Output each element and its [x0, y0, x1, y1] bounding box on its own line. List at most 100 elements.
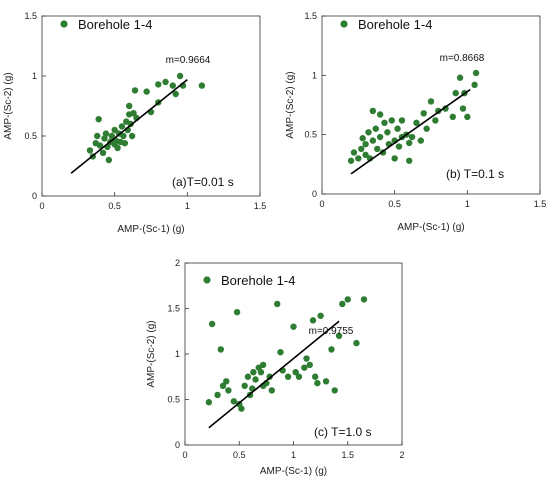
x-tick-label: 1.5 — [534, 199, 547, 209]
x-tick-label: 0.5 — [388, 199, 401, 209]
data-point — [303, 355, 310, 362]
data-point — [309, 317, 317, 324]
data-point — [420, 110, 427, 117]
data-point — [238, 405, 245, 412]
plot-frame — [184, 262, 403, 446]
data-point — [459, 105, 467, 112]
data-point — [369, 137, 377, 144]
x-tick-label: 1 — [465, 199, 470, 209]
data-point — [464, 113, 471, 121]
data-point — [94, 132, 101, 140]
x-tick-label: 0 — [182, 450, 187, 460]
plot-frame — [321, 15, 541, 195]
data-point — [449, 113, 456, 121]
data-point — [355, 155, 362, 162]
legend-label: Borehole 1-4 — [221, 273, 295, 288]
data-point — [365, 129, 372, 136]
data-point — [374, 145, 381, 153]
data-point — [155, 81, 162, 88]
data-point — [442, 105, 449, 112]
data-point — [120, 132, 127, 140]
data-point — [205, 399, 213, 406]
y-tick-label: 1 — [32, 71, 37, 81]
data-point — [406, 139, 413, 147]
data-point — [417, 137, 425, 144]
data-point — [172, 90, 179, 98]
y-tick-label: 1 — [175, 349, 180, 359]
data-point — [317, 312, 324, 319]
slope-annotation: m=0.9664 — [166, 55, 211, 66]
data-point — [381, 119, 388, 127]
data-point — [143, 88, 150, 95]
data-point — [362, 140, 369, 148]
data-point — [350, 149, 358, 156]
y-axis-label: AMP-(Sc-2) (g) — [146, 320, 157, 387]
x-tick-label: 0.5 — [233, 450, 246, 460]
data-point — [395, 143, 403, 150]
fit-line — [208, 320, 340, 429]
y-axis-label: AMP-(Sc-2) (g) — [3, 72, 14, 139]
x-tick-label: 0 — [39, 201, 44, 211]
data-point — [456, 74, 464, 81]
y-tick-label: 1.5 — [24, 11, 37, 21]
data-point — [126, 102, 133, 110]
data-point — [292, 369, 299, 376]
data-point — [406, 157, 413, 164]
legend-label: Borehole 1-4 — [78, 17, 152, 32]
data-point — [408, 133, 416, 141]
data-point — [225, 387, 232, 394]
data-point — [86, 147, 94, 154]
slope-annotation: m=0.9755 — [309, 326, 354, 337]
data-point — [118, 123, 126, 130]
data-point — [295, 373, 303, 380]
fit-line — [70, 78, 188, 174]
y-axis-label: AMP-(Sc-2) (g) — [285, 71, 296, 138]
data-point — [358, 145, 365, 153]
data-point — [96, 142, 104, 149]
y-tick-label: 0.5 — [304, 130, 317, 140]
data-point — [101, 135, 108, 142]
y-tick-label: 0 — [32, 191, 37, 201]
data-point — [130, 110, 137, 117]
x-axis-label: AMP-(Sc-1) (g) — [397, 222, 464, 233]
data-point — [252, 376, 259, 383]
data-point — [376, 133, 384, 141]
data-point — [223, 378, 230, 385]
data-point — [176, 72, 184, 80]
legend-marker — [340, 20, 348, 28]
data-point — [230, 398, 238, 405]
data-point — [384, 129, 391, 136]
data-point — [331, 387, 338, 394]
data-point — [312, 373, 319, 380]
x-axis-label: AMP-(Sc-1) (g) — [117, 224, 184, 235]
data-point — [471, 81, 478, 89]
data-point — [344, 296, 351, 303]
data-point — [277, 348, 284, 356]
fit-line — [350, 88, 471, 175]
data-point — [214, 391, 221, 399]
data-point — [121, 140, 129, 147]
y-tick-label: 0.5 — [24, 131, 37, 141]
data-point — [432, 117, 439, 124]
x-tick-label: 0 — [319, 199, 324, 209]
data-point — [369, 107, 377, 115]
data-point — [257, 369, 265, 376]
chart-panel-3: 0 0.5 1 1.5 2 0 0.5 1 1.5 2 AMP-(Sc-1) (g) AMP-(Sc-… — [146, 258, 405, 477]
data-point — [169, 82, 176, 89]
data-point — [128, 132, 136, 140]
data-point — [268, 387, 275, 394]
data-point — [314, 379, 321, 387]
x-tick-label: 1.5 — [254, 201, 267, 211]
data-point — [162, 78, 169, 86]
data-point — [376, 111, 384, 118]
y-tick-label: 1 — [312, 70, 317, 80]
x-tick-label: 1 — [185, 201, 190, 211]
legend-marker — [203, 276, 211, 284]
data-point — [102, 130, 110, 137]
data-point — [413, 119, 420, 127]
data-point — [259, 361, 267, 369]
x-axis-label: AMP-(Sc-1) (g) — [260, 466, 327, 477]
data-point — [423, 125, 430, 132]
legend-label: Borehole 1-4 — [358, 17, 432, 32]
